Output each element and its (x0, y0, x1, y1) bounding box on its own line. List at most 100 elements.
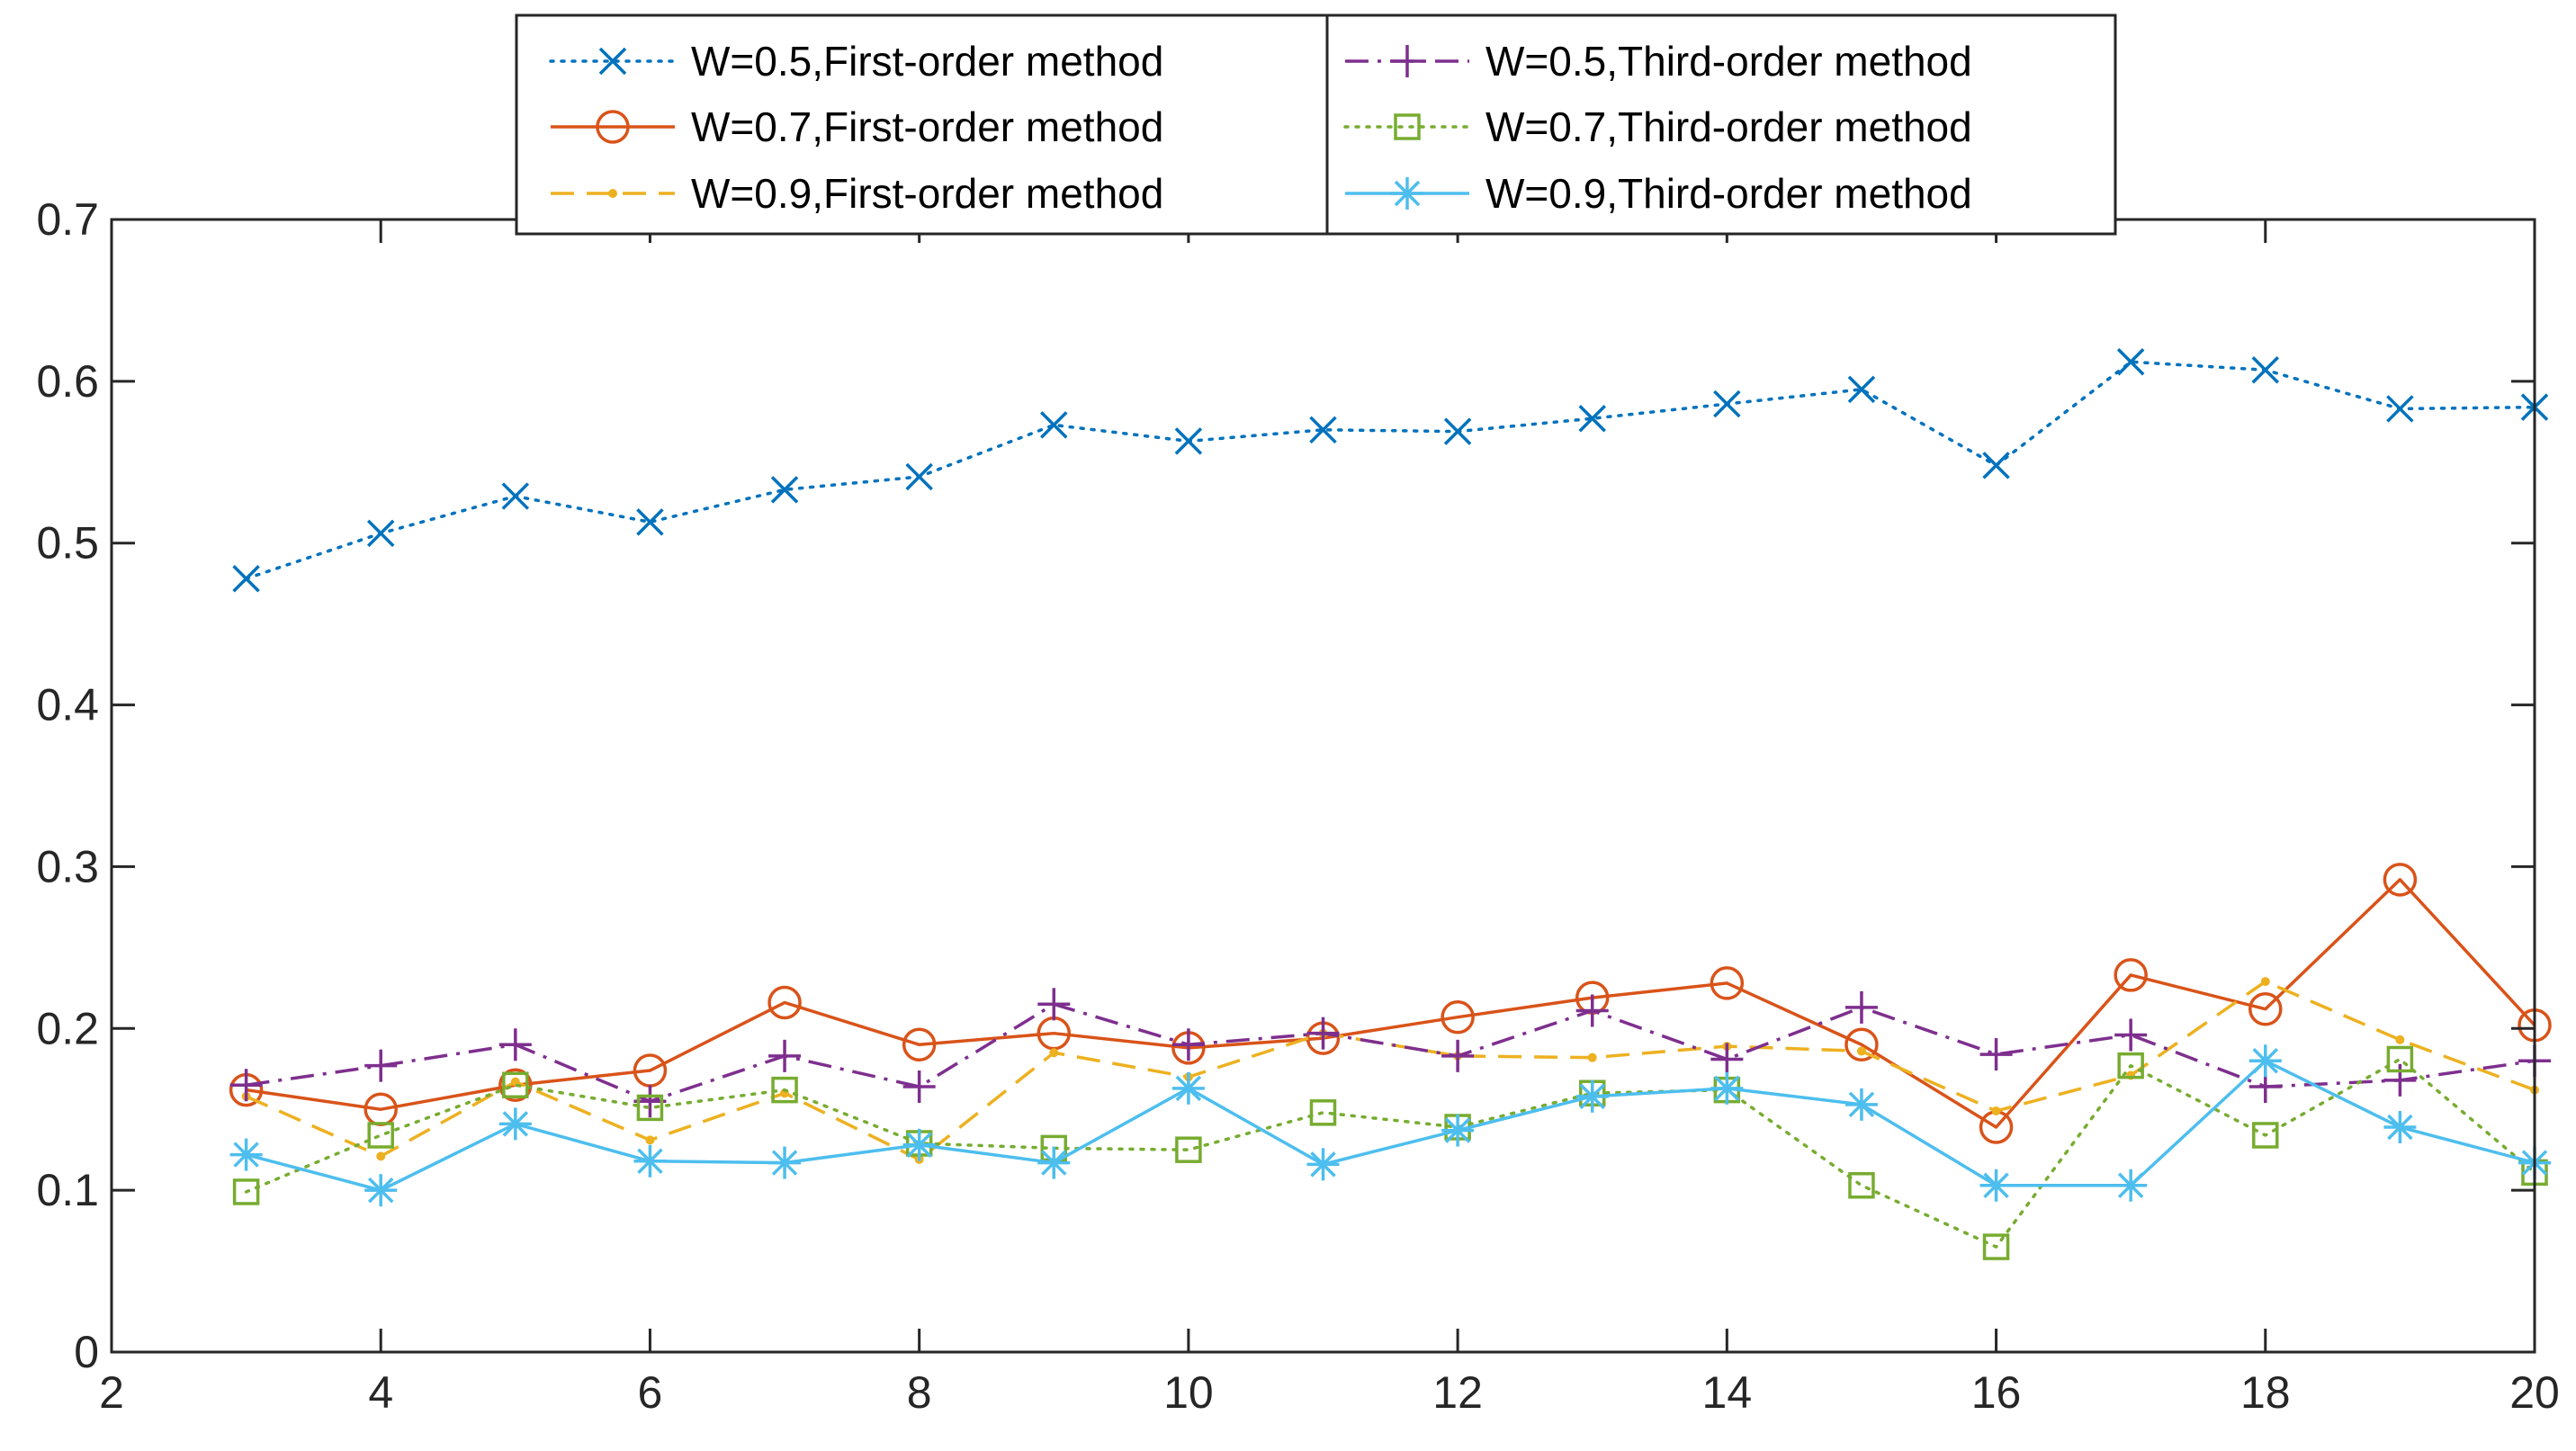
y-tick-label: 0.1 (36, 1165, 99, 1215)
x-tick-label: 18 (2240, 1367, 2291, 1418)
y-tick-label: 0.7 (36, 194, 99, 245)
data-point (902, 1027, 937, 1062)
legend-label: W=0.5,Third-order method (1485, 38, 1972, 85)
data-point (364, 1174, 398, 1207)
data-point (1844, 1027, 1879, 1062)
legend-label: W=0.9,Third-order method (1485, 170, 1972, 217)
data-point (1575, 994, 1609, 1027)
data-point (498, 1068, 533, 1102)
data-point (232, 565, 260, 593)
data-point (1441, 1114, 1475, 1147)
legend-marker (1391, 177, 1423, 210)
data-point (376, 1151, 386, 1161)
legend-item: W=0.9,First-order method (551, 170, 1163, 217)
legend-box-left (515, 13, 1329, 236)
data-point (2260, 977, 2270, 987)
legend-item: W=0.5,First-order method (549, 38, 1163, 85)
data-point (1171, 1071, 1205, 1105)
data-point (1037, 988, 1071, 1021)
data-point (364, 1049, 398, 1082)
data-point (768, 1146, 802, 1179)
legend-marker (596, 110, 630, 144)
data-point (2114, 1018, 2148, 1052)
legend: W=0.5,First-order method W=0.7,First-orde… (515, 13, 2117, 236)
data-point (905, 462, 933, 491)
legend-label: W=0.7,First-order method (691, 103, 1163, 150)
y-tick-label: 0.3 (36, 841, 99, 891)
data-point (1040, 411, 1068, 439)
x-tick-label: 6 (638, 1367, 663, 1418)
x-tick-label: 14 (1702, 1367, 1753, 1418)
data-point (1979, 1169, 2013, 1202)
data-point (2248, 1044, 2282, 1078)
data-point (1848, 1171, 1875, 1199)
data-point (2386, 1045, 2414, 1073)
data-point (498, 1107, 532, 1141)
legend-item: W=0.7,Third-order method (1343, 103, 1972, 150)
data-point (1991, 1106, 2001, 1116)
data-point (902, 1070, 936, 1104)
data-point (1306, 1148, 1340, 1181)
data-point (2383, 863, 2418, 897)
y-tick-label: 0.6 (36, 356, 99, 407)
data-point (2248, 991, 2283, 1026)
data-point (1578, 404, 1606, 433)
data-point (229, 1138, 263, 1171)
data-point (1587, 1052, 1597, 1062)
data-point (1171, 1028, 1205, 1061)
data-point (636, 508, 664, 536)
data-point (768, 1039, 802, 1072)
x-tick-label: 4 (368, 1367, 393, 1418)
data-point (502, 1071, 529, 1098)
legend-label: W=0.7,Third-order method (1485, 103, 1972, 150)
data-point (2114, 1169, 2148, 1202)
series-line (246, 1059, 2536, 1192)
x-tick-label: 20 (2509, 1367, 2560, 1418)
data-point (1037, 1146, 1071, 1179)
data-point (367, 1122, 394, 1149)
series-line (246, 1002, 2536, 1103)
legend-marker (1391, 45, 1423, 77)
data-point (1175, 1136, 1202, 1163)
data-point (1847, 375, 1876, 404)
data-point (1982, 1233, 2010, 1260)
data-point (1844, 990, 1878, 1024)
x-tick-label: 8 (907, 1367, 932, 1418)
legend-box-right (1325, 13, 2117, 236)
data-point (1309, 1099, 1337, 1126)
data-point (2251, 356, 2280, 384)
series-line (244, 1057, 2536, 1249)
data-point (1309, 416, 1337, 444)
data-point (1979, 1038, 2013, 1071)
data-point (1306, 1017, 1340, 1050)
series-layer (229, 348, 2552, 1260)
data-point (1443, 417, 1472, 445)
data-point (2116, 348, 2145, 376)
data-point (771, 1076, 798, 1104)
legend-marker (608, 189, 617, 198)
x-tick-label: 12 (1432, 1367, 1483, 1418)
data-point (1441, 999, 1475, 1035)
data-point (2383, 1110, 2417, 1143)
data-point (232, 1178, 260, 1205)
data-point (2395, 1035, 2405, 1044)
x-tick-label: 2 (99, 1367, 124, 1418)
data-point (1844, 1088, 1878, 1121)
data-point (1174, 427, 1203, 455)
data-point (1710, 966, 1745, 1000)
data-point (633, 1144, 667, 1178)
data-point (1982, 452, 2010, 479)
legend-label: W=0.5,First-order method (691, 38, 1163, 85)
legend-label: W=0.9,First-order method (691, 170, 1163, 217)
data-point (366, 519, 395, 548)
y-tick-label: 0.5 (36, 518, 99, 569)
data-point (767, 985, 802, 1020)
data-point (2386, 395, 2414, 423)
data-point (1710, 1071, 1744, 1105)
data-point (1713, 390, 1741, 418)
series-line (246, 878, 2536, 1129)
series-1 (232, 348, 2549, 593)
data-point (1441, 1039, 1475, 1072)
